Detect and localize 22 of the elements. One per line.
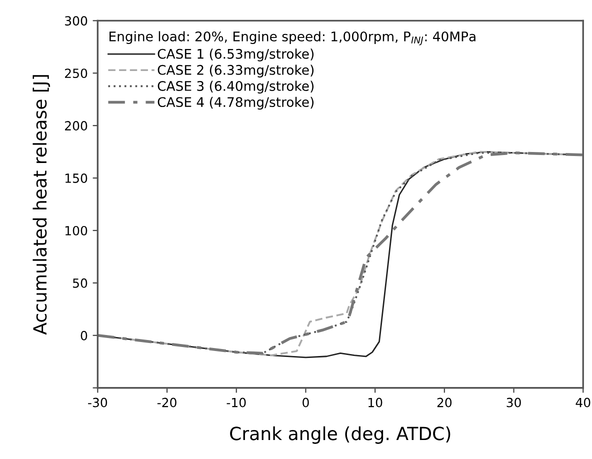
x-tick-label: 0 xyxy=(302,398,309,408)
x-tick-label: -20 xyxy=(157,398,176,408)
x-tick-label: 10 xyxy=(368,398,382,408)
legend-label: CASE 1 (6.53mg/stroke) xyxy=(158,48,314,62)
y-axis-title: Accumulated heat release [J] xyxy=(32,75,50,335)
y-tick-label: 300 xyxy=(65,16,88,26)
y-tick-label: 250 xyxy=(65,68,88,78)
y-tick-label: 0 xyxy=(80,330,88,340)
x-axis-title: Crank angle (deg. ATDC) xyxy=(230,426,450,444)
legend-title: Engine load: 20%, Engine speed: 1,000rpm, P$_{INJ}$: 40MPa xyxy=(110,31,476,46)
legend-label: CASE 3 (6.40mg/stroke) xyxy=(158,80,314,94)
y-tick-label: 100 xyxy=(65,226,88,236)
y-tick-label: 200 xyxy=(65,121,88,130)
x-tick-label: -10 xyxy=(226,398,246,408)
x-tick-label: 30 xyxy=(506,398,521,408)
legend-label: CASE 2 (6.33mg/stroke) xyxy=(158,64,314,78)
y-tick-label: 150 xyxy=(65,174,88,183)
x-tick-label: -30 xyxy=(88,398,108,408)
x-tick-label: 20 xyxy=(437,398,452,408)
legend-label: CASE 4 (4.78mg/stroke) xyxy=(158,96,314,110)
x-tick-label: 40 xyxy=(576,398,590,408)
y-tick-label: 50 xyxy=(73,278,88,288)
